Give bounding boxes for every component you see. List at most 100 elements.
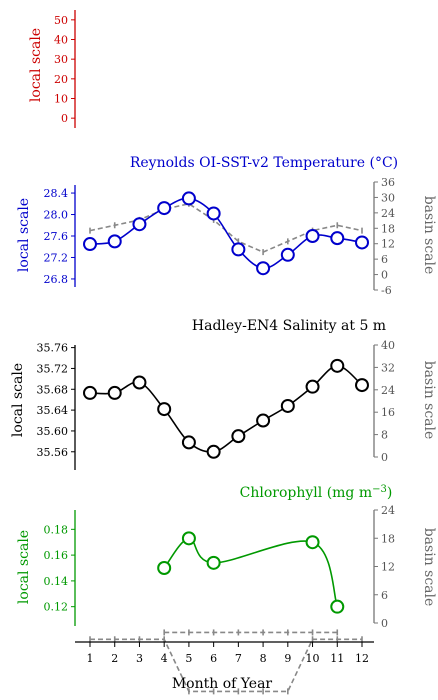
- right-tick-label: 16: [381, 406, 395, 419]
- panel-4-title: Chlorophyll (mg m−3): [240, 484, 393, 502]
- local-point: [330, 358, 345, 373]
- local-point: [355, 378, 369, 393]
- panel-2-left-axis-label: local scale: [16, 198, 32, 272]
- left-tick-label: 35.64: [37, 404, 69, 417]
- right-tick-label: 18: [381, 222, 395, 235]
- basin-line: [90, 638, 362, 693]
- right-tick-label: 0: [381, 617, 388, 630]
- local-point: [355, 235, 369, 250]
- panel-4-axes: 0.12 0.14 0.16 0.18 0 6 12 18 24: [44, 504, 396, 630]
- right-tick-label: 40: [381, 339, 395, 352]
- local-point: [206, 206, 221, 221]
- panel-2-title: Reynolds OI-SST-v2 Temperature (°C): [130, 155, 398, 171]
- x-tick-label: 9: [284, 652, 291, 665]
- left-tick-label: 28.4: [44, 187, 69, 200]
- left-tick-label: 26.8: [44, 273, 69, 286]
- local-point: [256, 261, 271, 276]
- right-axis: 0 6 12 18 24: [373, 504, 395, 630]
- panel-4-basin-series: [163, 629, 339, 636]
- left-tick-label: 35.60: [37, 425, 69, 438]
- panel-1-left-axis: 0 10 20 30 40 50: [54, 10, 76, 128]
- left-tick-label: 30: [54, 53, 68, 66]
- local-point: [305, 535, 320, 550]
- local-point: [206, 555, 221, 570]
- x-tick-label: 12: [355, 652, 369, 665]
- x-axis-label: Month of Year: [172, 676, 273, 692]
- left-tick-label: 0.14: [44, 575, 69, 588]
- local-point: [157, 402, 172, 417]
- left-tick-label: 0.18: [44, 523, 69, 536]
- local-point: [231, 429, 246, 444]
- x-tick-label: 4: [161, 652, 168, 665]
- left-tick-label: 0: [61, 112, 68, 125]
- panel-4-left-axis-label: local scale: [16, 530, 32, 604]
- left-tick-label: 27.2: [44, 251, 69, 264]
- right-tick-label: 32: [381, 361, 395, 374]
- basin-line: [89, 202, 363, 253]
- panel-4-title-end: ): [387, 485, 392, 501]
- right-tick-label: -6: [381, 284, 392, 297]
- local-point: [107, 234, 122, 249]
- right-tick-label: 6: [381, 253, 388, 266]
- right-tick-label: 24: [381, 384, 395, 397]
- local-point: [181, 191, 196, 206]
- panel-4-local-series: [157, 531, 345, 614]
- left-tick-label: 35.76: [37, 342, 69, 355]
- local-point: [83, 237, 97, 252]
- local-point: [83, 385, 97, 400]
- panel-2-local-series: [83, 191, 369, 276]
- left-tick-label: 27.6: [44, 230, 69, 243]
- x-tick-label: 11: [330, 652, 344, 665]
- local-point: [280, 398, 295, 413]
- right-tick-label: 36: [381, 176, 395, 189]
- panel-2-axes: 26.8 27.2 27.6 28.0 28.4 -6 0 6 12 18 24 30 36: [44, 176, 396, 297]
- local-line: [89, 197, 363, 270]
- panel-3-axes: 35.56 35.60 35.64 35.68 35.72 35.76 0 8 16 24 32 40: [37, 339, 395, 470]
- x-tick-label: 6: [210, 652, 217, 665]
- left-tick-label: 50: [54, 14, 68, 27]
- panel-3-right-axis-label: basin scale: [421, 361, 437, 440]
- right-tick-label: 8: [381, 429, 388, 442]
- local-point: [132, 217, 147, 232]
- left-tick-label: 28.0: [44, 209, 69, 222]
- right-tick-label: 12: [381, 561, 395, 574]
- panel-3-local-series: [83, 358, 369, 459]
- panel-temperature: Reynolds OI-SST-v2 Temperature (°C) loca…: [16, 155, 437, 297]
- x-tick-label: 2: [111, 652, 118, 665]
- right-tick-label: 18: [381, 532, 395, 545]
- x-tick-label: 5: [185, 652, 192, 665]
- left-tick-label: 10: [54, 93, 68, 106]
- local-point: [107, 385, 122, 400]
- panel-salinity: Hadley-EN4 Salinity at 5 m local scale b…: [10, 318, 437, 695]
- x-tick-label: 7: [235, 652, 242, 665]
- right-tick-label: 24: [381, 207, 395, 220]
- left-tick-label: 0.16: [44, 549, 69, 562]
- panel-1-left-axis-label: local scale: [28, 28, 44, 102]
- panel-2-right-axis-label: basin scale: [421, 196, 437, 275]
- right-tick-label: 0: [381, 269, 388, 282]
- local-point: [305, 229, 320, 243]
- local-point: [157, 561, 172, 575]
- right-axis: -6 0 6 12 18 24 30 36: [373, 176, 395, 297]
- local-point: [330, 599, 345, 614]
- local-point: [305, 379, 320, 394]
- x-axis: 1 2 3 4 5 6 7 8 9 10 11 12 Month of Year: [75, 641, 374, 692]
- left-tick-label: 35.72: [37, 362, 69, 375]
- local-point: [181, 435, 196, 450]
- right-tick-label: 12: [381, 238, 395, 251]
- local-point: [256, 413, 271, 428]
- local-point: [206, 444, 221, 459]
- panel-4-right-axis-label: basin scale: [421, 528, 437, 607]
- x-tick-label: 1: [87, 652, 94, 665]
- local-point: [181, 531, 196, 546]
- panel-2-basin-series: [89, 200, 363, 256]
- right-tick-label: 24: [381, 504, 395, 517]
- panel-chlorophyll: Chlorophyll (mg m−3) local scale basin s…: [16, 484, 437, 636]
- local-line: [89, 364, 363, 453]
- x-tick-label: 3: [136, 652, 143, 665]
- x-tick-label: 10: [306, 652, 320, 665]
- panel-empty-red: local scale 0 10 20 30 40 50: [28, 10, 76, 128]
- local-point: [280, 247, 295, 262]
- local-point: [330, 231, 345, 246]
